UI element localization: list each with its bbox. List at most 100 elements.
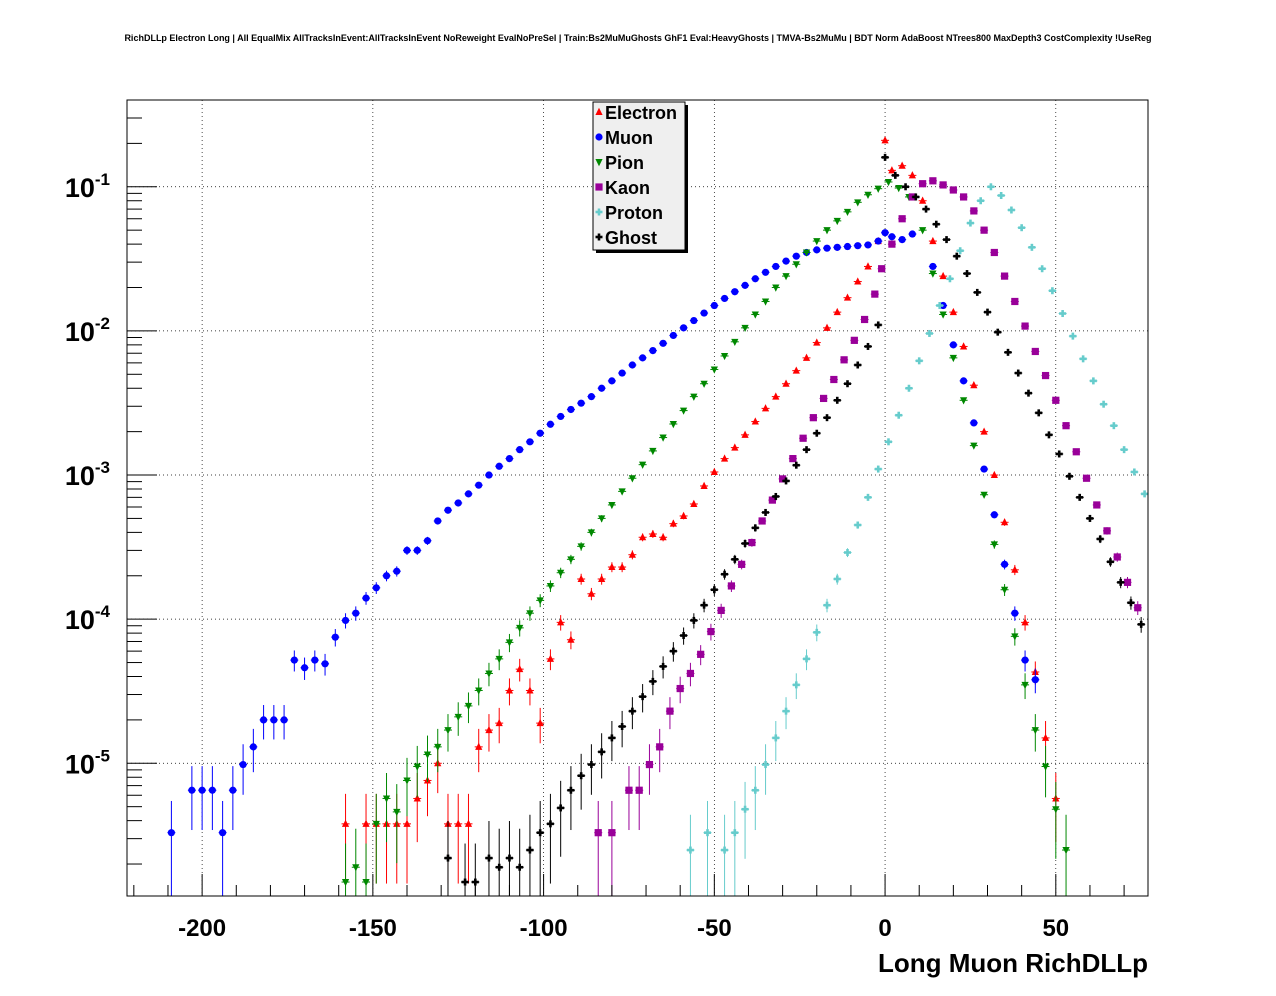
data-point (1059, 310, 1067, 318)
data-point (840, 356, 848, 364)
data-point (557, 804, 565, 812)
data-point (761, 268, 770, 276)
data-point (1045, 431, 1053, 439)
data-point (919, 180, 927, 188)
data-point (639, 354, 647, 362)
plot-title: RichDLLp Electron Long | All EqualMix Al… (124, 33, 1152, 43)
data-point (772, 734, 780, 742)
data-point (741, 281, 749, 289)
data-point (850, 336, 858, 344)
data-point (598, 384, 606, 392)
data-point (860, 315, 869, 324)
data-point (669, 420, 677, 429)
data-point (669, 331, 677, 340)
legend-entry-proton: Proton (595, 203, 663, 223)
data-point (649, 447, 657, 456)
data-point (854, 277, 862, 285)
data-point (751, 786, 759, 794)
data-point (843, 208, 852, 217)
data-point (403, 546, 411, 554)
data-point (854, 361, 862, 369)
data-point (881, 229, 889, 237)
data-point (902, 183, 910, 191)
data-point (1052, 806, 1060, 814)
data-point (823, 244, 831, 252)
data-point (731, 338, 739, 347)
x-tick-label: -150 (349, 915, 397, 942)
data-point (690, 316, 698, 325)
data-point (341, 879, 350, 887)
data-point (970, 207, 978, 215)
data-point (929, 270, 937, 278)
y-tick-label: 10-3 (65, 458, 110, 491)
data-point (919, 227, 927, 235)
data-point (973, 288, 981, 296)
data-point (229, 786, 237, 794)
legend-marker (595, 133, 603, 141)
legend-label: Pion (605, 153, 644, 173)
data-point (700, 380, 708, 388)
data-point (823, 414, 831, 422)
y-tick-label: 10-1 (65, 170, 110, 203)
data-point (697, 650, 705, 658)
data-point (864, 493, 872, 501)
data-point (710, 586, 718, 594)
data-point (577, 574, 585, 582)
data-point (782, 477, 790, 485)
x-axis-label: Long Muon RichDLLp (878, 948, 1148, 978)
data-point (915, 357, 923, 365)
data-point (977, 197, 985, 205)
data-point (888, 240, 896, 248)
data-point (727, 582, 736, 590)
data-point (761, 404, 770, 412)
data-point (1000, 518, 1009, 526)
data-point (1000, 560, 1009, 568)
data-point (738, 560, 746, 568)
data-point (802, 249, 811, 257)
data-point (362, 594, 370, 602)
data-point (505, 686, 514, 694)
data-point (516, 446, 524, 454)
data-point (1011, 565, 1019, 573)
data-point (686, 846, 694, 854)
data-point (966, 219, 974, 227)
data-point (362, 879, 370, 887)
data-point (854, 242, 862, 250)
data-point (960, 193, 968, 201)
data-point (1021, 618, 1029, 626)
data-point (864, 191, 872, 199)
data-point (669, 519, 677, 527)
data-point (782, 257, 790, 265)
data-point (1041, 371, 1050, 380)
data-point (762, 761, 770, 769)
data-point (1031, 676, 1039, 684)
data-point (1134, 604, 1142, 612)
data-point (567, 635, 575, 643)
data-point (1062, 422, 1070, 430)
data-point (546, 820, 554, 828)
data-point (929, 262, 937, 271)
data-point (645, 760, 654, 769)
data-point (403, 819, 411, 827)
data-point (198, 786, 206, 794)
data-point (1038, 265, 1046, 273)
legend-label: Electron (605, 103, 677, 123)
data-point (994, 328, 1002, 336)
data-point (874, 237, 882, 245)
data-point (475, 742, 483, 750)
data-point (813, 338, 821, 346)
data-point (1137, 620, 1145, 628)
data-point (710, 366, 718, 374)
data-point (1031, 347, 1039, 356)
data-point (485, 854, 493, 862)
data-point (686, 669, 695, 678)
x-tick-label: 50 (1042, 915, 1069, 942)
legend-label: Muon (605, 128, 653, 148)
data-point (956, 247, 964, 255)
data-point (393, 808, 401, 817)
legend-marker (595, 208, 603, 216)
data-point (1096, 535, 1104, 543)
data-point (809, 414, 817, 422)
data-point (881, 136, 889, 144)
